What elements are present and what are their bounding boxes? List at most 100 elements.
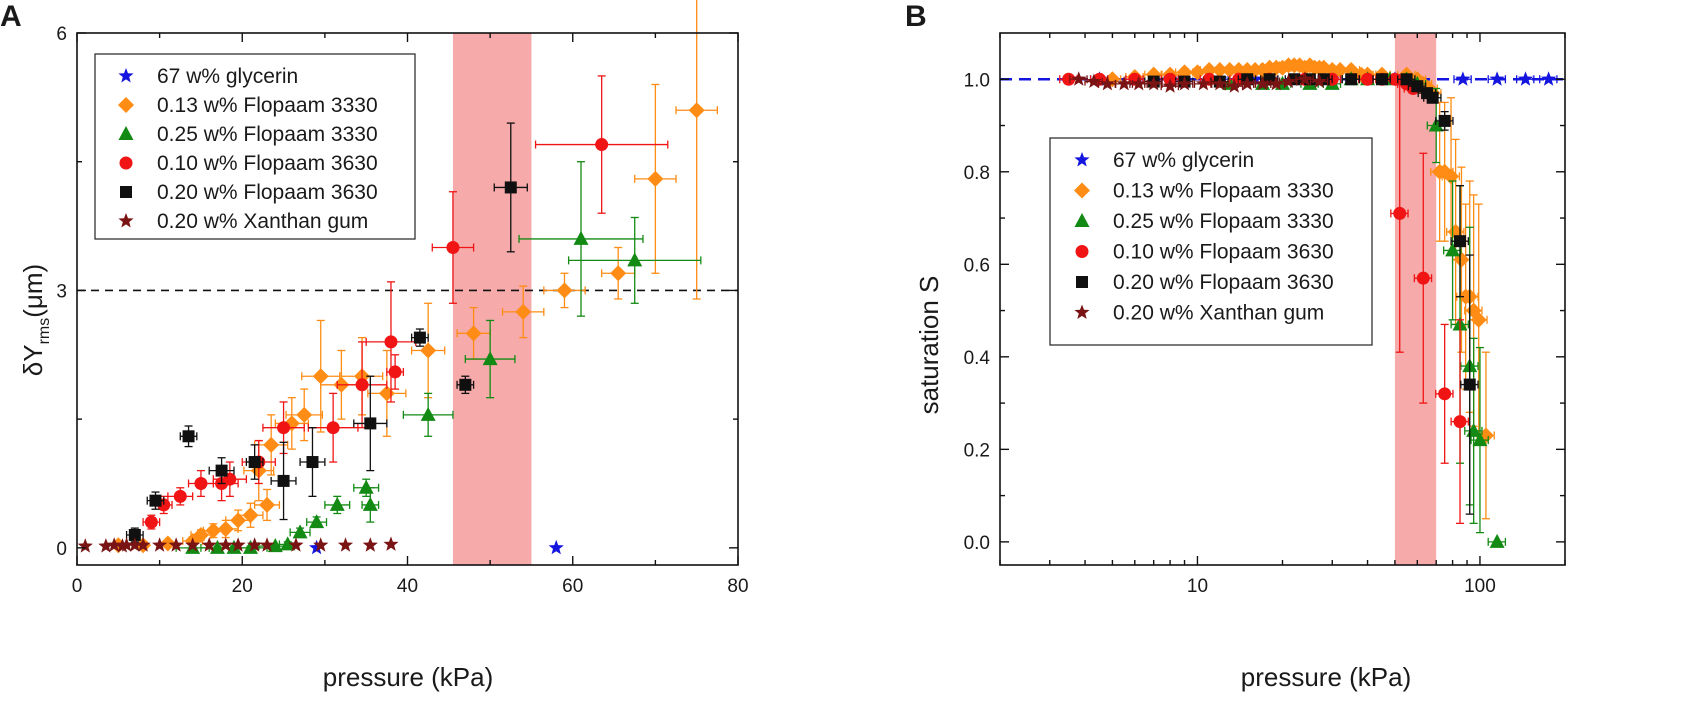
data-point xyxy=(1255,75,1271,91)
data-point xyxy=(173,489,187,503)
legend-entry: 0.10 w% Flopaam 3630 xyxy=(1113,241,1334,264)
data-point xyxy=(77,538,93,553)
data-point xyxy=(1189,64,1206,81)
x-tick-label: 80 xyxy=(727,576,748,597)
data-point xyxy=(128,528,141,541)
legend-marker xyxy=(1076,276,1088,288)
y-tick-label: 0.8 xyxy=(964,163,990,184)
x-tick-label: 60 xyxy=(562,576,583,597)
data-point xyxy=(420,342,437,359)
data-point xyxy=(383,536,399,551)
data-point xyxy=(446,241,460,255)
data-point xyxy=(688,102,705,119)
data-point xyxy=(1274,59,1291,76)
data-point xyxy=(1071,71,1087,86)
data-point xyxy=(459,378,472,391)
data-point xyxy=(1463,378,1476,391)
data-point xyxy=(292,524,308,539)
data-point xyxy=(1517,71,1534,86)
y-tick-label: 3 xyxy=(56,281,67,302)
data-point xyxy=(647,170,664,187)
data-point xyxy=(152,537,168,552)
y-tick-label: 0.2 xyxy=(964,440,990,461)
data-point xyxy=(259,496,276,513)
legend-marker xyxy=(118,68,134,83)
data-point xyxy=(1541,71,1557,86)
data-point xyxy=(277,421,291,435)
data-point xyxy=(1400,73,1413,86)
legend-entry: 67 w% glycerin xyxy=(157,65,298,88)
legend-marker xyxy=(1074,304,1090,319)
data-point xyxy=(1445,242,1461,257)
data-point xyxy=(1086,73,1102,88)
data-point xyxy=(1332,62,1349,79)
data-point xyxy=(1116,75,1132,91)
data-point xyxy=(1470,311,1487,328)
panel-a-y-title-sub: rms xyxy=(36,318,53,345)
legend-entry: 0.20 w% Flopaam 3630 xyxy=(157,181,378,204)
panel-b-x-axis-title: pressure (kPa) xyxy=(1241,662,1412,692)
data-point xyxy=(388,365,402,379)
data-point xyxy=(267,538,283,553)
data-point xyxy=(1375,73,1388,86)
data-point xyxy=(1280,73,1297,88)
data-point xyxy=(217,520,234,537)
data-point xyxy=(306,456,319,469)
data-point xyxy=(168,537,184,552)
data-point xyxy=(230,537,246,552)
legend-marker xyxy=(1074,152,1090,167)
data-point xyxy=(280,536,296,551)
data-point xyxy=(230,512,247,529)
data-point xyxy=(1131,75,1147,91)
panel-b-letter: B xyxy=(905,0,927,33)
legend-entry: 0.20 w% Xanthan gum xyxy=(157,210,368,233)
data-point xyxy=(1226,78,1242,93)
legend-marker xyxy=(119,156,133,170)
data-point xyxy=(1438,114,1451,127)
data-point xyxy=(312,368,329,385)
data-point xyxy=(277,474,290,487)
legend-marker xyxy=(120,186,132,198)
data-point xyxy=(182,430,195,443)
data-point xyxy=(627,252,643,267)
data-point xyxy=(263,436,280,453)
panel-a-x-axis-title: pressure (kPa) xyxy=(323,662,494,692)
legend-marker xyxy=(1074,213,1090,227)
data-point xyxy=(1297,71,1313,86)
data-point xyxy=(1411,80,1424,93)
data-point xyxy=(1455,71,1471,86)
data-point xyxy=(1311,73,1327,88)
data-point xyxy=(1453,415,1467,429)
data-point xyxy=(288,537,304,552)
y-tick-label: 0.0 xyxy=(964,533,990,554)
data-point xyxy=(144,515,158,529)
data-point xyxy=(215,464,228,477)
legend-box xyxy=(1049,137,1373,346)
panel-b-y-axis-title: saturation S xyxy=(914,276,944,415)
transition-band xyxy=(1394,33,1437,565)
data-point xyxy=(242,507,259,524)
data-point xyxy=(1268,75,1284,91)
data-point xyxy=(194,476,208,490)
data-point xyxy=(1201,62,1218,79)
data-point xyxy=(185,537,201,552)
data-point xyxy=(313,537,329,552)
data-point xyxy=(259,537,275,552)
data-point xyxy=(556,282,573,299)
data-point xyxy=(98,538,114,553)
legend-entry: 0.20 w% Xanthan gum xyxy=(1113,302,1324,325)
data-point xyxy=(465,325,482,342)
data-point xyxy=(309,539,325,555)
data-point xyxy=(337,537,354,552)
legend-entry: 0.25 w% Flopaam 3330 xyxy=(1113,210,1334,233)
y-tick-label: 6 xyxy=(56,24,67,45)
data-point xyxy=(309,514,325,529)
legend-marker xyxy=(1075,245,1089,258)
data-point xyxy=(247,537,263,552)
data-point xyxy=(362,537,378,552)
legend-entry: 0.13 w% Flopaam 3330 xyxy=(157,94,378,117)
legend-marker xyxy=(118,213,134,228)
data-point xyxy=(595,138,609,152)
data-point xyxy=(243,539,259,554)
